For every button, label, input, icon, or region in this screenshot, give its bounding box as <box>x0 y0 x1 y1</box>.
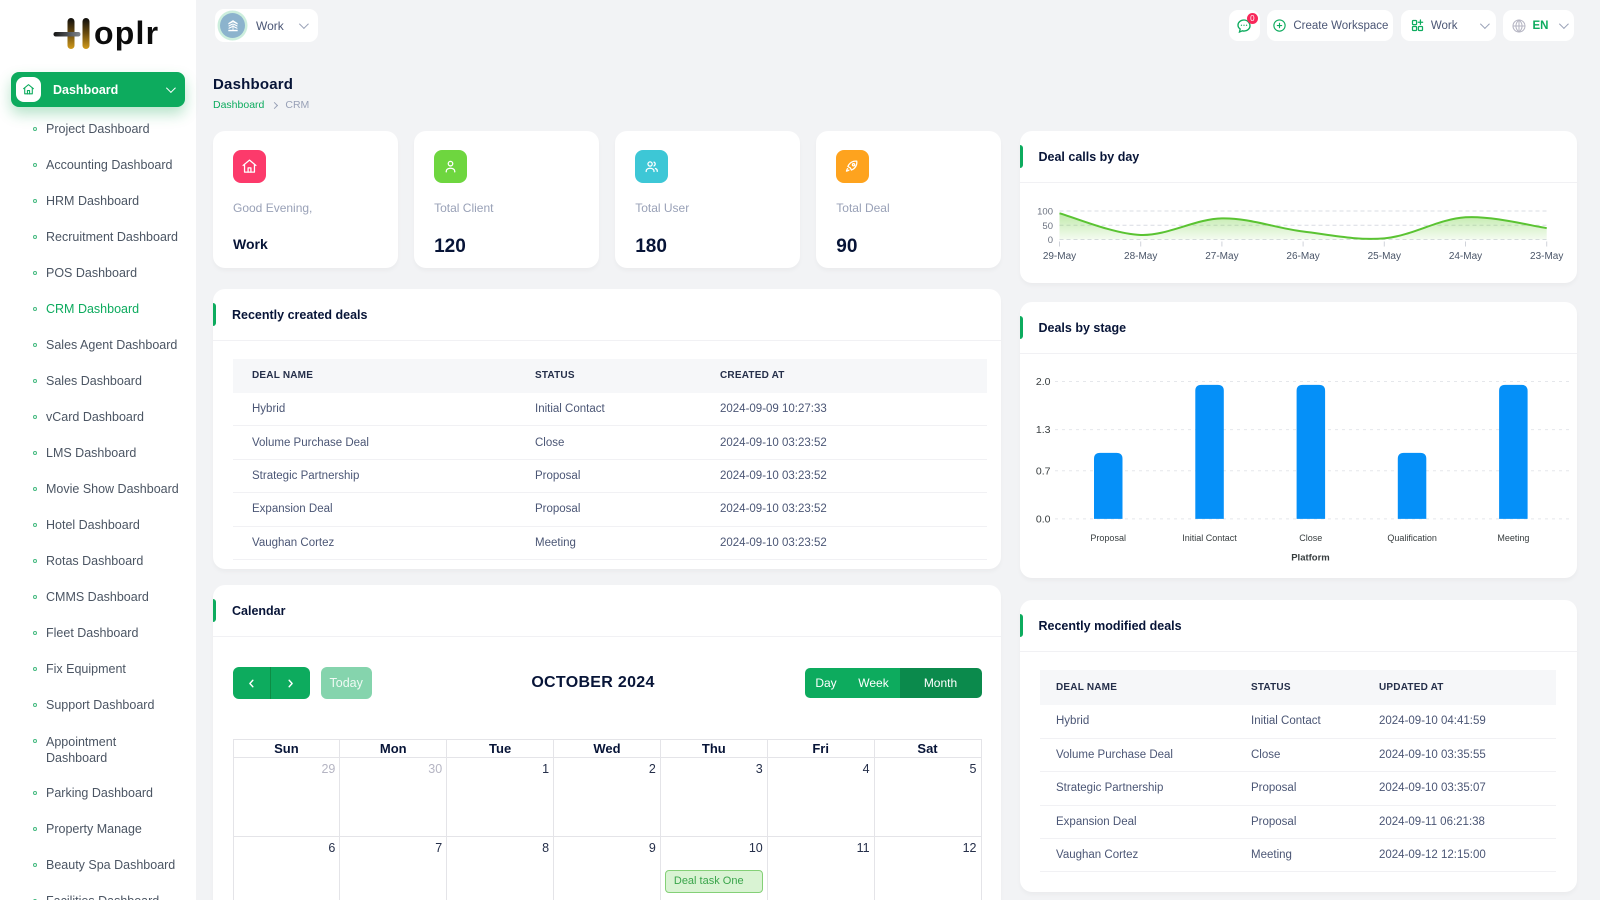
svg-text:0.0: 0.0 <box>1035 513 1050 525</box>
svg-text:1.3: 1.3 <box>1035 424 1050 436</box>
svg-text:Close: Close <box>1299 533 1322 543</box>
svg-text:0: 0 <box>1047 235 1052 246</box>
svg-text:26-May: 26-May <box>1286 251 1319 262</box>
svg-text:Initial Contact: Initial Contact <box>1182 533 1237 543</box>
svg-text:Meeting: Meeting <box>1497 533 1529 543</box>
svg-text:50: 50 <box>1042 221 1053 232</box>
svg-text:Platform: Platform <box>1291 553 1330 564</box>
svg-text:28-May: 28-May <box>1124 251 1157 262</box>
svg-text:24-May: 24-May <box>1448 251 1481 262</box>
svg-text:oplr: oplr <box>94 15 159 51</box>
svg-text:100: 100 <box>1037 207 1053 218</box>
svg-text:0.7: 0.7 <box>1035 465 1050 477</box>
svg-text:2.0: 2.0 <box>1035 376 1050 388</box>
svg-text:23-May: 23-May <box>1530 251 1563 262</box>
svg-text:Qualification: Qualification <box>1387 533 1437 543</box>
svg-text:29-May: 29-May <box>1042 251 1075 262</box>
svg-text:27-May: 27-May <box>1205 251 1238 262</box>
svg-text:Proposal: Proposal <box>1090 533 1126 543</box>
svg-text:25-May: 25-May <box>1367 251 1400 262</box>
